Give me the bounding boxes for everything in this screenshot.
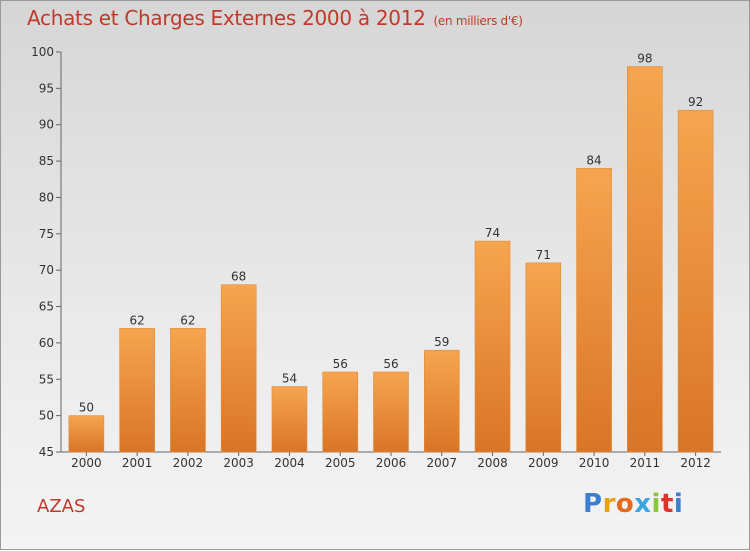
x-tick-label: 2006 — [376, 456, 407, 470]
data-label: 54 — [282, 372, 297, 386]
bar-2004 — [271, 386, 308, 453]
data-label: 92 — [688, 95, 703, 109]
bar-2003 — [220, 284, 257, 453]
data-label: 74 — [485, 226, 500, 240]
bar-2005 — [322, 371, 359, 453]
data-label: 50 — [79, 401, 94, 415]
logo-letter: x — [634, 489, 652, 519]
data-label: 62 — [180, 313, 195, 327]
y-tick-label: 60 — [39, 336, 54, 350]
data-labels: 50 62 62 68 54 56 56 59 74 71 84 98 92 — [79, 52, 704, 415]
x-tick-label: 2000 — [71, 456, 102, 470]
logo-letter: r — [602, 489, 616, 519]
y-tick-label: 75 — [39, 227, 54, 241]
x-tick-label: 2011 — [630, 456, 661, 470]
bar-2007 — [423, 349, 460, 453]
y-tick-label: 95 — [39, 81, 54, 95]
bar-2006 — [373, 371, 409, 453]
x-tick-label: 2012 — [680, 456, 711, 470]
y-tick-label: 45 — [39, 445, 54, 459]
y-tick-label: 55 — [39, 372, 54, 386]
y-tick-label: 100 — [31, 45, 54, 59]
x-tick-label: 2001 — [122, 456, 153, 470]
x-tick-label: 2005 — [325, 456, 356, 470]
x-tick-label: 2008 — [477, 456, 508, 470]
logo-letter: i — [673, 489, 684, 519]
bar-2000 — [68, 415, 105, 453]
x-tick-label: 2010 — [579, 456, 610, 470]
x-tick-label: 2003 — [223, 456, 254, 470]
y-tick-label: 65 — [39, 300, 54, 314]
y-tick-label: 70 — [39, 263, 54, 277]
data-label: 59 — [434, 335, 449, 349]
data-label: 84 — [586, 153, 601, 167]
logo-letter: i — [651, 489, 661, 519]
data-label: 71 — [536, 248, 551, 262]
data-label: 98 — [637, 52, 652, 66]
bar-2011 — [627, 66, 663, 453]
bar-2012 — [677, 109, 714, 453]
y-tick-label: 85 — [39, 154, 54, 168]
place-name: AZAS — [37, 496, 86, 517]
data-label: 56 — [333, 357, 348, 371]
chart-unit: (en milliers d'€) — [433, 14, 523, 28]
data-label: 68 — [231, 270, 246, 284]
y-tick-label: 90 — [39, 118, 54, 132]
y-tick-label: 80 — [39, 190, 54, 204]
chart-title-text: Achats et Charges Externes 2000 à 2012 — [27, 6, 426, 30]
x-tick-label: 2007 — [426, 456, 457, 470]
bar-2001 — [119, 328, 155, 453]
bar-2002 — [170, 328, 206, 453]
bar-2009 — [525, 262, 562, 453]
x-tick-label: 2004 — [274, 456, 305, 470]
data-label: 62 — [130, 313, 145, 327]
chart-title: Achats et Charges Externes 2000 à 2012 (e… — [27, 6, 523, 30]
y-tick-label: 50 — [39, 409, 54, 423]
proxiti-logo: Proxiti — [583, 489, 683, 519]
x-tick-label: 2002 — [173, 456, 204, 470]
x-tick-label: 2009 — [528, 456, 559, 470]
axes: 45 50 55 60 65 70 75 80 85 90 95 100 2000 2001 2002 200… — [31, 45, 721, 470]
bar-2008 — [474, 240, 511, 453]
logo-letter: o — [615, 489, 635, 519]
data-label: 56 — [383, 357, 398, 371]
logo-letter: t — [660, 489, 674, 519]
bar-2010 — [576, 168, 612, 453]
logo-letter: P — [583, 489, 603, 519]
bars — [68, 66, 714, 453]
